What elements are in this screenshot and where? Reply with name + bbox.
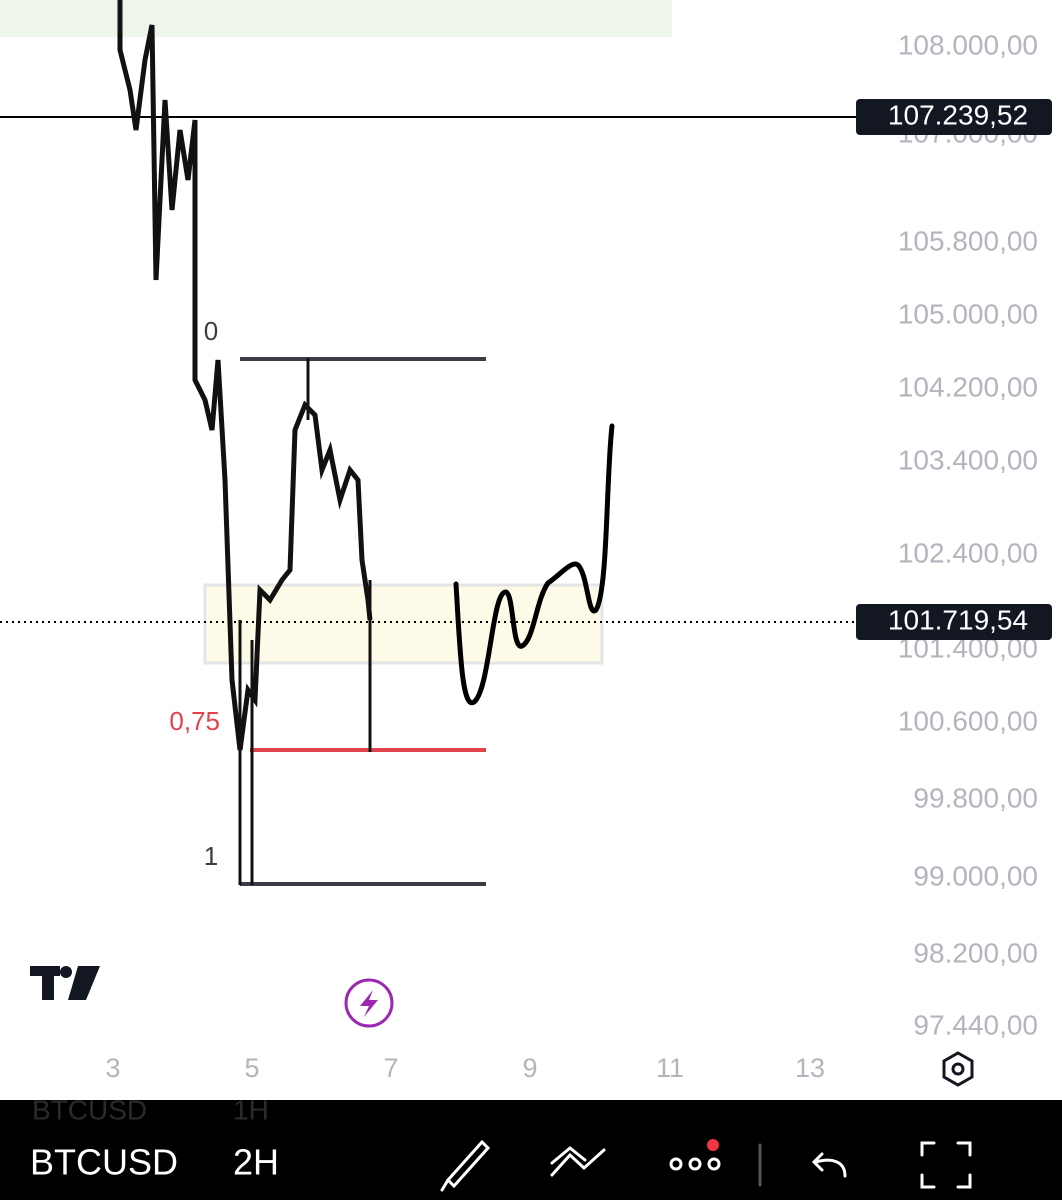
ghost-symbol: BTCUSD <box>32 1094 147 1125</box>
price-label: 99.000,00 <box>913 860 1038 891</box>
drawing <box>453 423 615 706</box>
price-label: 105.000,00 <box>898 298 1038 329</box>
candles <box>117 0 373 885</box>
indicators-button[interactable] <box>550 1146 606 1177</box>
price-tag <box>856 604 1052 640</box>
zone <box>0 0 672 37</box>
undo-button[interactable] <box>811 1152 847 1178</box>
time-label: 9 <box>522 1053 537 1083</box>
price-label: 98.200,00 <box>913 937 1038 968</box>
logo <box>30 966 100 1000</box>
price-label: 105.800,00 <box>898 225 1038 256</box>
price-label: 99.800,00 <box>913 782 1038 813</box>
time-label: 13 <box>795 1053 825 1083</box>
draw-button[interactable] <box>440 1139 491 1192</box>
settings-icon <box>951 1062 965 1076</box>
price-label: 97.440,00 <box>913 1009 1038 1040</box>
price-tag-label: 101.719,54 <box>888 604 1028 635</box>
time-label: 7 <box>383 1053 398 1083</box>
price-label: 102.400,00 <box>898 537 1038 568</box>
badge <box>707 1139 719 1151</box>
symbol[interactable]: BTCUSD <box>30 1142 178 1183</box>
fullscreen-button[interactable] <box>920 1141 972 1189</box>
time-label: 11 <box>656 1053 684 1083</box>
price-label: 103.400,00 <box>898 444 1038 475</box>
fib-label: 1 <box>204 841 218 871</box>
ghost-interval: 1H <box>233 1094 269 1125</box>
settings-button[interactable] <box>942 1051 974 1087</box>
price-label: 108.000,00 <box>898 29 1038 60</box>
lightning-button[interactable] <box>344 978 394 1028</box>
more-button[interactable] <box>669 1157 721 1171</box>
toolbar <box>0 1100 1062 1200</box>
price-label: 104.200,00 <box>898 371 1038 402</box>
price-tag <box>856 99 1052 135</box>
price-tag-label: 107.239,52 <box>888 99 1028 130</box>
fib-label: 0,75 <box>169 706 220 736</box>
fib-label: 0 <box>204 316 218 346</box>
interval[interactable]: 2H <box>233 1142 279 1183</box>
time-label: 3 <box>105 1053 120 1083</box>
time-label: 5 <box>244 1053 259 1083</box>
price-label: 100.600,00 <box>898 705 1038 736</box>
